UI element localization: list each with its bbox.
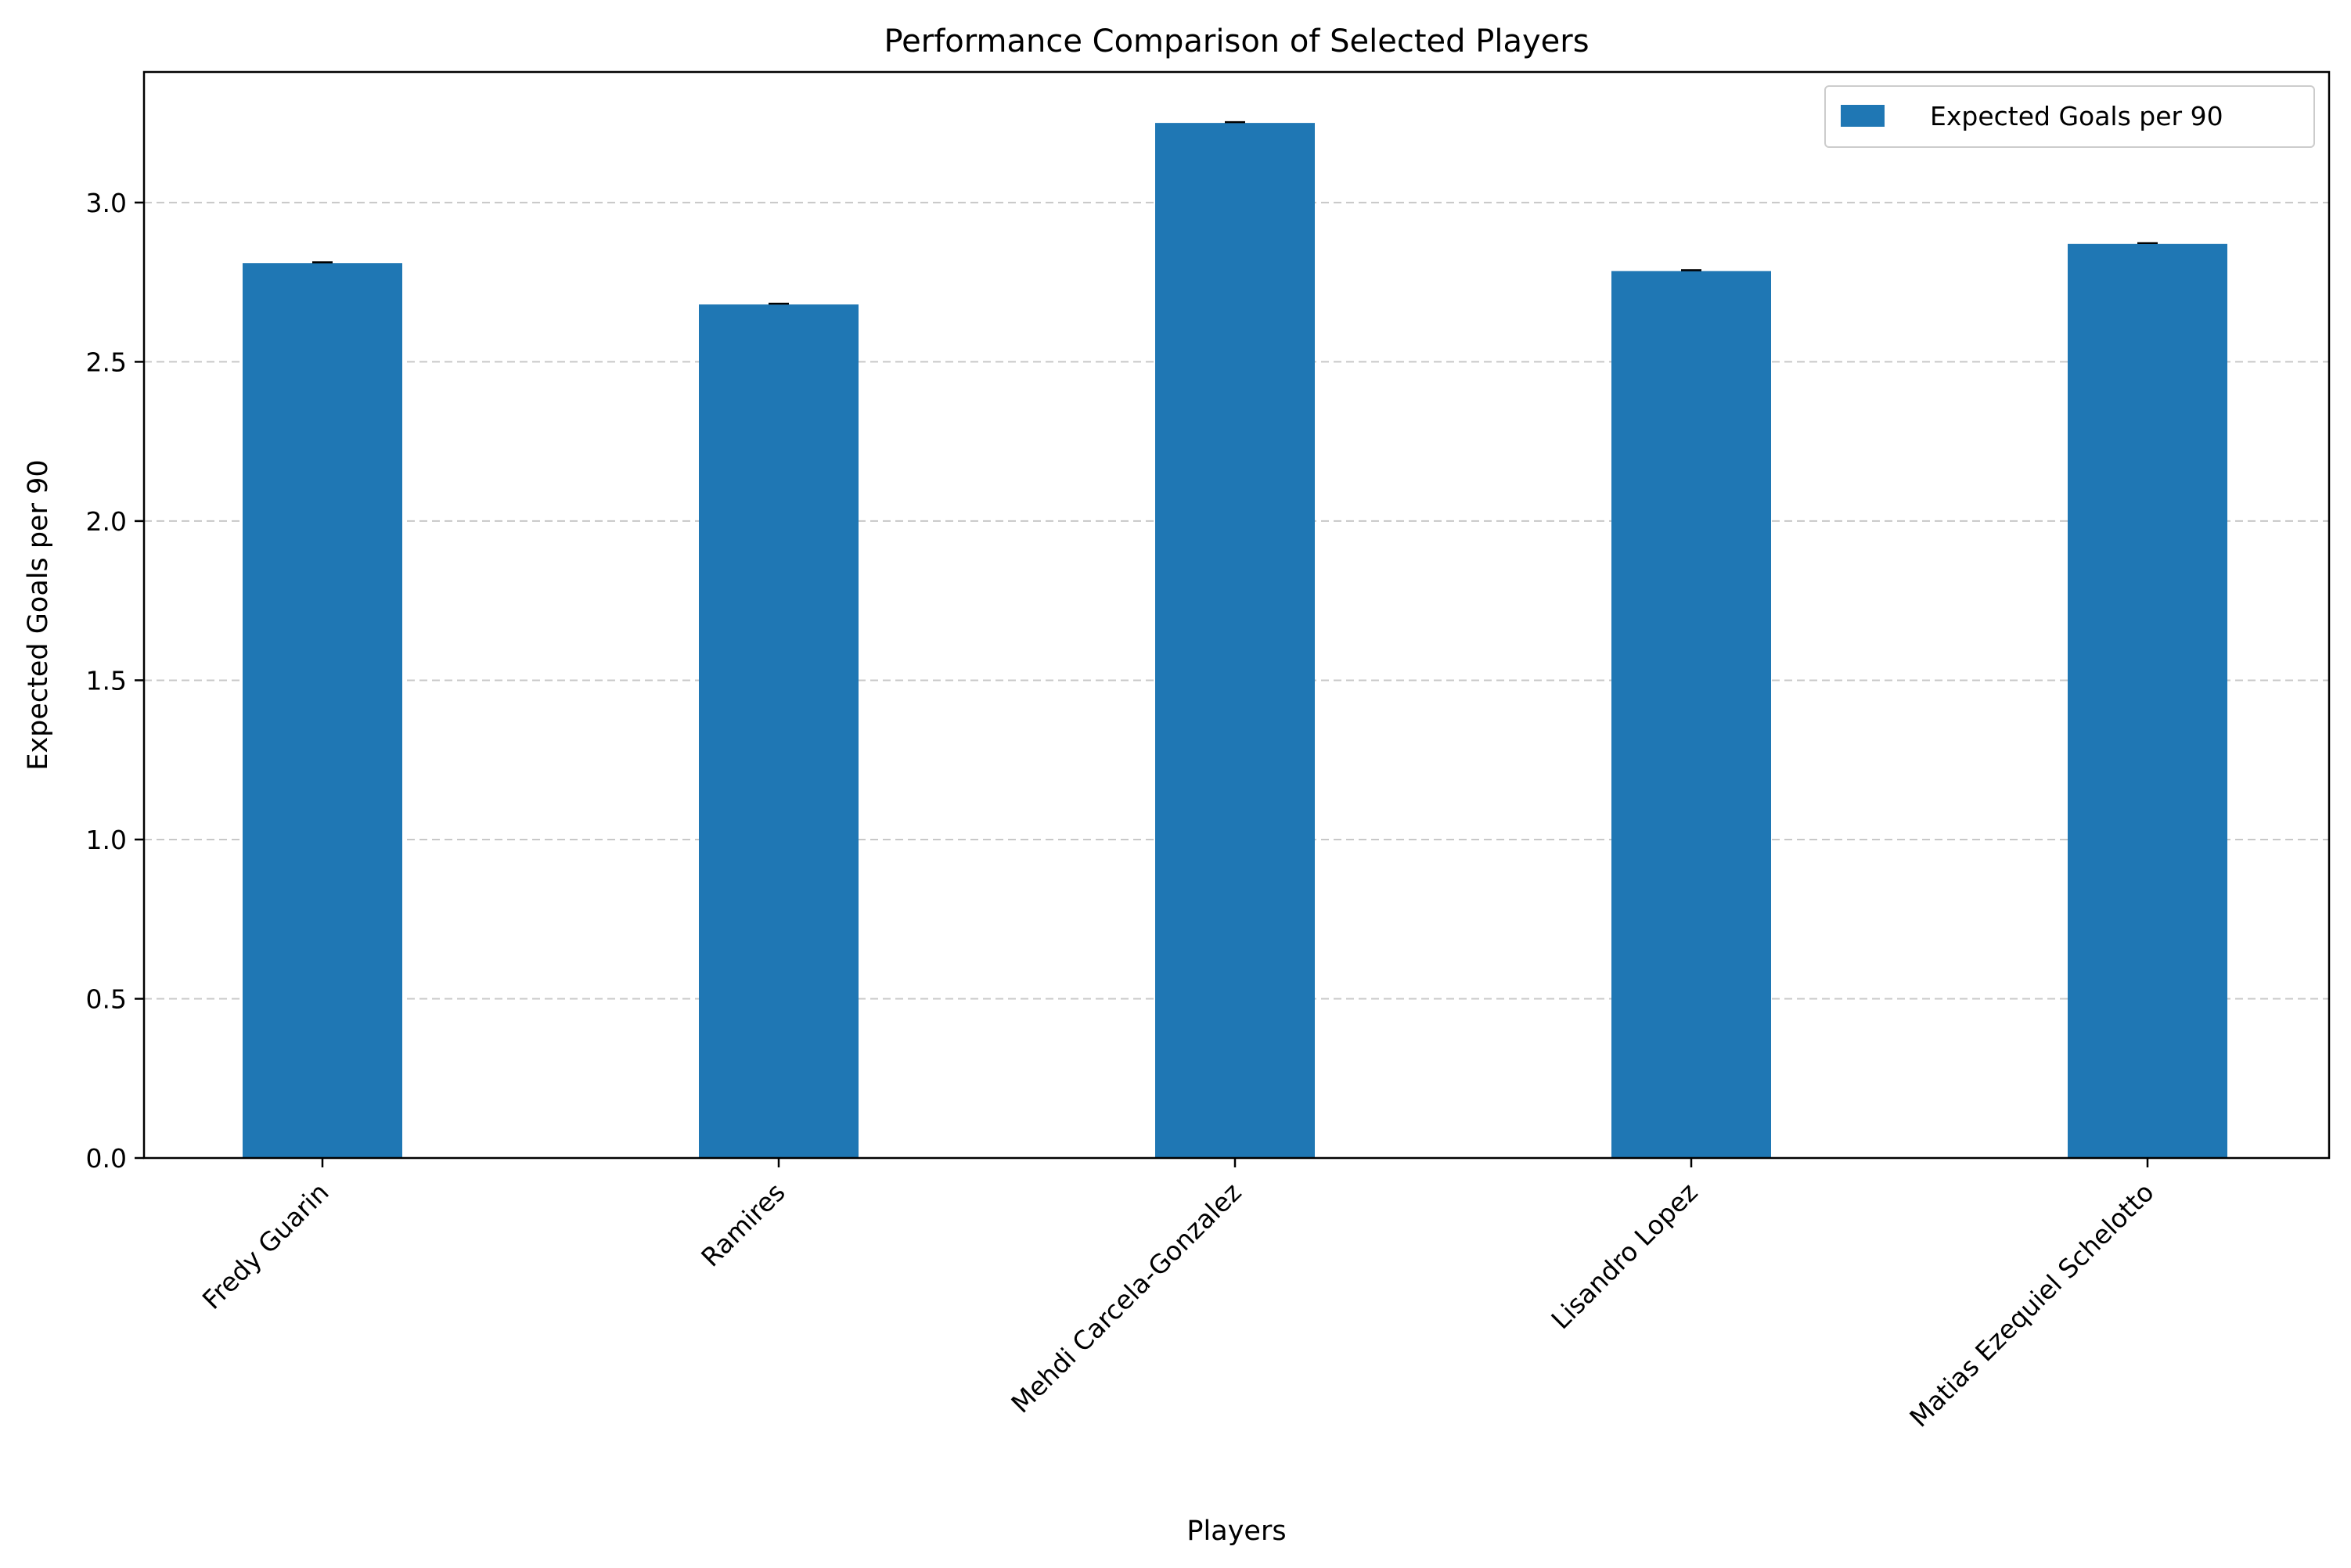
chart-title: Performance Comparison of Selected Playe…: [884, 23, 1589, 59]
bars: [243, 123, 2227, 1159]
y-tick-label: 2.0: [86, 506, 127, 537]
y-tick-label: 1.0: [86, 825, 127, 855]
y-tick-label: 2.5: [86, 347, 127, 377]
plot-frame: [142, 70, 2331, 1160]
y-tick-label: 0.5: [86, 984, 127, 1014]
bar: [1611, 271, 1771, 1159]
y-tick-label: 0.0: [86, 1143, 127, 1174]
legend-box: [1824, 85, 2315, 148]
legend: Expected Goals per 90: [1824, 85, 2315, 148]
y-axis: 0.0 0.5 1.0 1.5 2.0 2.5 3.0: [86, 188, 144, 1174]
y-axis-label: Expected Goals per 90: [23, 459, 54, 770]
bar: [2068, 243, 2227, 1159]
x-axis-label: Players: [1186, 1516, 1286, 1547]
error-bars: [312, 120, 2158, 305]
y-tick-label: 3.0: [86, 188, 127, 218]
legend-swatch: [1841, 105, 1885, 127]
legend-label: Expected Goals per 90: [1930, 101, 2223, 131]
bar: [243, 263, 402, 1158]
bar: [1155, 123, 1315, 1158]
y-tick-label: 1.5: [86, 665, 127, 696]
bar: [699, 304, 859, 1158]
